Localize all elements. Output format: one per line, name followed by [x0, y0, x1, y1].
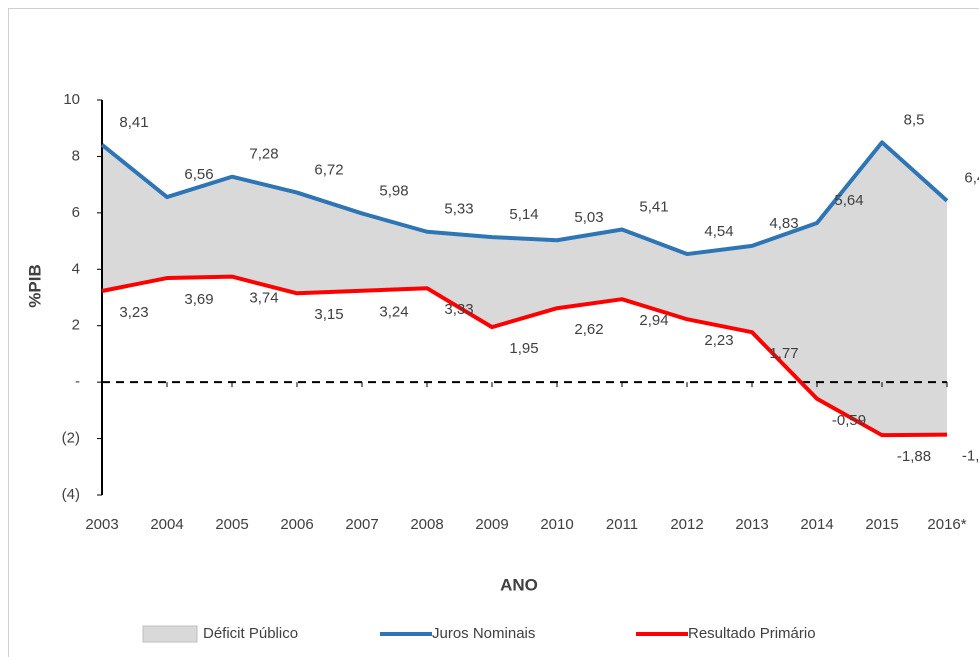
x-tick-label: 2007 [345, 516, 378, 533]
legend-label: Resultado Primário [688, 625, 816, 642]
x-tick-label: 2015 [865, 516, 898, 533]
data-label: 4,54 [704, 223, 733, 240]
legend-swatch [142, 625, 198, 643]
data-label: 1,77 [769, 345, 798, 362]
y-tick-label: 2 [72, 317, 80, 334]
data-label: 1,95 [509, 340, 538, 357]
x-tick-label: 2013 [735, 516, 768, 533]
data-label: 2,62 [574, 321, 603, 338]
x-tick-label: 2005 [215, 516, 248, 533]
line [101, 274, 948, 438]
data-label: 8,5 [904, 111, 925, 128]
data-label: 3,74 [249, 290, 278, 307]
data-label: 3,24 [379, 304, 408, 321]
line [100, 140, 949, 257]
x-tick-label: 2010 [540, 516, 573, 533]
data-label: 6,56 [184, 166, 213, 183]
x-tick-label: 2016* [927, 516, 966, 533]
x-tick-label: 2011 [606, 516, 638, 533]
y-tick-label: 6 [72, 204, 80, 221]
data-label: 5,98 [379, 182, 408, 199]
data-label: -1,88 [897, 448, 931, 465]
data-label: -0,59 [832, 412, 866, 429]
data-label: 3,15 [314, 306, 343, 323]
data-label: 5,03 [574, 209, 603, 226]
y-tick-label: 8 [72, 147, 80, 164]
data-label: 7,28 [249, 146, 278, 163]
y-axis-title: %PIB [25, 264, 44, 307]
data-label: 6,72 [314, 162, 343, 179]
data-label: 3,23 [119, 304, 148, 321]
data-label: 3,69 [184, 291, 213, 308]
x-tick-label: 2014 [800, 516, 833, 533]
data-label: -1,86 [962, 448, 979, 465]
deficit-area [102, 142, 947, 436]
data-label: 5,14 [509, 206, 538, 223]
x-tick-label: 2008 [410, 516, 443, 533]
data-label: 3,33 [444, 301, 473, 318]
y-tick-label: (2) [62, 430, 80, 447]
chart-frame [8, 8, 979, 657]
data-label: 8,41 [119, 114, 148, 131]
data-label: 5,33 [444, 201, 473, 218]
y-tick-label: 4 [72, 260, 80, 277]
y-tick-label: - [75, 373, 80, 390]
y-tick-label: (4) [62, 486, 80, 503]
x-axis-title: ANO [500, 575, 538, 594]
data-label: 5,64 [834, 192, 863, 209]
legend-label: Juros Nominais [432, 625, 535, 642]
data-label: 4,83 [769, 215, 798, 232]
x-tick-label: 2004 [150, 516, 183, 533]
data-label: 5,41 [639, 198, 668, 215]
y-tick-label: 10 [63, 91, 80, 108]
data-label: 2,23 [704, 332, 733, 349]
data-label: 2,94 [639, 312, 668, 329]
x-tick-label: 2012 [670, 516, 703, 533]
x-tick-label: 2006 [280, 516, 313, 533]
data-label: 6,43 [964, 170, 979, 187]
x-tick-label: 2009 [475, 516, 508, 533]
legend-label: Déficit Público [203, 625, 298, 642]
x-tick-label: 2003 [85, 516, 118, 533]
